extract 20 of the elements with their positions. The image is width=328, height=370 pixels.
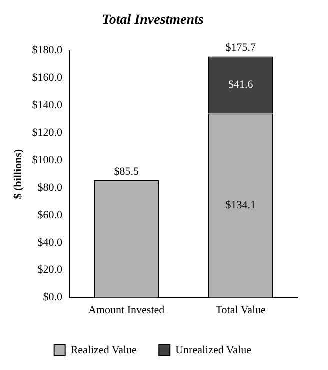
data-label: $134.1 [226, 200, 256, 212]
y-tick-label: $100.0 [32, 154, 63, 166]
y-tick-label: $160.0 [32, 72, 63, 84]
chart-title: Total Investments [102, 13, 204, 28]
y-tick-label: $20.0 [38, 264, 63, 276]
data-label: $41.6 [228, 79, 254, 92]
total-label: $85.5 [114, 166, 140, 178]
x-tick-label: Total Value [216, 304, 266, 316]
y-tick-label: $80.0 [38, 182, 63, 194]
total-label: $175.7 [226, 42, 256, 54]
legend-label: Unrealized Value [176, 344, 252, 356]
y-tick-label: $140.0 [32, 100, 63, 112]
y-tick-label: $180.0 [32, 44, 63, 57]
legend-label: Realized Value [70, 344, 138, 356]
y-tick-label: $40.0 [38, 236, 63, 249]
y-tick-label: $120.0 [32, 127, 63, 140]
x-tick-label: Amount Invested [88, 304, 166, 316]
y-axis-title: $ (billions) [12, 149, 24, 200]
y-tick-label: $60.0 [38, 209, 63, 222]
y-tick-label: $0.0 [43, 292, 63, 304]
